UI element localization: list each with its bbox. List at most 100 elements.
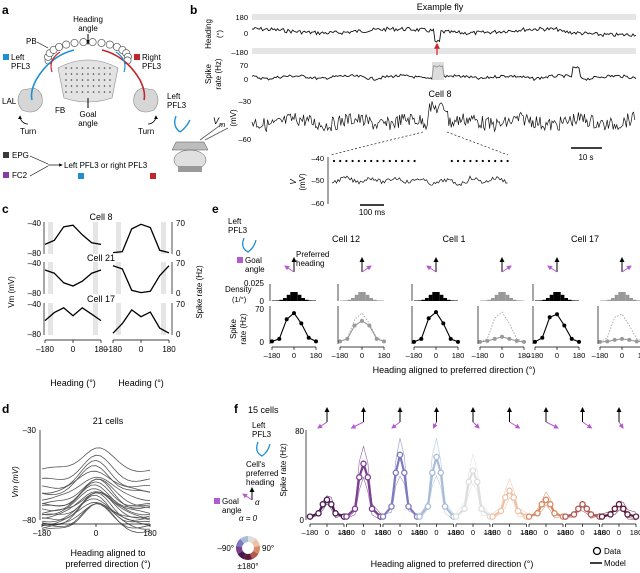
f-data-point bbox=[506, 487, 513, 495]
inset-spike-raster bbox=[332, 159, 509, 163]
c-shade-left bbox=[116, 303, 121, 335]
fly-left-label: Left bbox=[167, 92, 181, 101]
right-pfl3-swatch bbox=[134, 54, 140, 60]
f-alpha-zero: α = 0 bbox=[239, 514, 258, 523]
e-rate-point bbox=[434, 310, 438, 315]
e-rate-point bbox=[547, 315, 552, 320]
zoom-line-left bbox=[329, 131, 424, 156]
e-rate-point bbox=[562, 323, 567, 328]
fly-neuron bbox=[173, 115, 191, 133]
right-pfl3-label-2: PFL3 bbox=[142, 62, 162, 71]
f-cell-trace bbox=[419, 438, 454, 518]
heading-tick-neg180: –180 bbox=[231, 48, 248, 57]
f-x-tick-label: 180 bbox=[447, 528, 460, 537]
f-fly-label-2: PFL3 bbox=[252, 430, 272, 439]
e-density-bar bbox=[607, 299, 611, 301]
f-data-point bbox=[547, 501, 554, 508]
f-x-tick-label: 0 bbox=[471, 528, 475, 537]
e-density-bar bbox=[535, 300, 539, 301]
f-data-point bbox=[452, 513, 460, 520]
f-data-point bbox=[315, 510, 322, 517]
inset-vm-label: V bbox=[289, 179, 298, 185]
e-x-tick-label: 0 bbox=[292, 351, 296, 360]
f-x-tick-label: –180 bbox=[521, 528, 538, 537]
f-data-point bbox=[474, 478, 481, 486]
e-density-bar bbox=[498, 292, 502, 301]
f-goal-arrow bbox=[472, 421, 480, 429]
inset-spike-dot bbox=[376, 159, 379, 163]
e-density-bar bbox=[516, 300, 521, 301]
c-rate-tick-top: 70 bbox=[176, 259, 185, 268]
c-curve-rate bbox=[112, 265, 170, 294]
e-density-bar bbox=[538, 300, 543, 301]
panel-d: d 21 cells Vm (mV) Heading aligned to pr… bbox=[2, 402, 157, 569]
e-rate-point bbox=[634, 339, 639, 344]
e-density-bar bbox=[553, 292, 557, 301]
right-pfl3-branch bbox=[50, 51, 61, 73]
c-vm-tick-bottom: –80 bbox=[28, 330, 42, 339]
d-x-tick-label: 180 bbox=[143, 529, 157, 538]
inset-spike-dot bbox=[351, 159, 354, 163]
pb-glomerulus bbox=[79, 38, 88, 47]
fb-dot bbox=[76, 91, 78, 93]
c-x-tick-label: –180 bbox=[104, 345, 122, 354]
f-data-point bbox=[356, 474, 363, 481]
fb-dot bbox=[76, 67, 78, 69]
f-data-point bbox=[538, 501, 546, 508]
c-vm-tick-top: –40 bbox=[28, 300, 42, 309]
f-title: 15 cells bbox=[248, 405, 279, 415]
fb-dot bbox=[87, 79, 89, 81]
f-data-point bbox=[534, 510, 541, 517]
f-legend-data-marker bbox=[592, 546, 602, 556]
inset-spike-dot bbox=[475, 159, 478, 163]
example-fly-title: Example fly bbox=[417, 2, 464, 12]
f-color-wheel bbox=[236, 536, 260, 560]
f-data-point bbox=[405, 503, 412, 510]
f-data-point bbox=[514, 507, 522, 515]
e-density-bar bbox=[275, 300, 280, 301]
fb-dot bbox=[103, 73, 106, 75]
d-cell-curve bbox=[41, 470, 151, 494]
c-rate-tick-top: 70 bbox=[176, 219, 185, 228]
c-shade-right bbox=[93, 303, 98, 335]
fb-dot bbox=[92, 73, 95, 75]
e-density-bar bbox=[546, 298, 550, 301]
e-x-tick-label: 180 bbox=[518, 351, 531, 360]
e-density-bar bbox=[549, 294, 554, 301]
e-rate-point bbox=[569, 336, 574, 341]
e-x-tick-label: 0 bbox=[620, 351, 624, 360]
c-shade-right bbox=[161, 222, 166, 254]
spike-tick-70: 70 bbox=[240, 61, 248, 70]
inset-tick-60: –60 bbox=[311, 199, 324, 208]
f-wheel-right: 90° bbox=[262, 544, 274, 553]
c-ylabel-right: Spike rate (Hz) bbox=[195, 265, 204, 319]
e-density-bar bbox=[491, 298, 495, 301]
f-xlabel: Heading aligned to preferred direction (… bbox=[371, 559, 534, 569]
rig-icon bbox=[171, 123, 229, 172]
f-data-point bbox=[579, 501, 586, 508]
f-data-point bbox=[624, 511, 631, 518]
f-ylabel: Spike rate (Hz) bbox=[279, 443, 288, 497]
e-cell-label: Cell 12 bbox=[332, 234, 360, 244]
e-density-bar bbox=[611, 298, 615, 301]
e-density-bar bbox=[362, 292, 366, 301]
fb-dot bbox=[98, 73, 100, 75]
e-density-bar bbox=[439, 294, 444, 301]
e-density-bar bbox=[312, 300, 316, 301]
inset-spike-dot bbox=[401, 159, 404, 163]
f-x-tick-label: 0 bbox=[325, 528, 329, 537]
fb-dot bbox=[65, 85, 67, 87]
pb-glomerulus bbox=[62, 40, 71, 49]
panel-a: a Heading angle PB Left PFL3 Right PFL3 … bbox=[2, 3, 162, 180]
pb-beads bbox=[44, 38, 132, 65]
e-density-bar bbox=[509, 298, 513, 301]
e-rate-point bbox=[292, 311, 296, 316]
f-wheel-segment bbox=[251, 538, 260, 547]
f-alpha: α bbox=[255, 498, 260, 507]
e-x-tick-label: –180 bbox=[264, 351, 281, 360]
e-rate-point bbox=[533, 339, 537, 344]
f-x-tick-label: 180 bbox=[411, 528, 424, 537]
f-data-point bbox=[632, 513, 640, 520]
e-density-bar bbox=[425, 298, 429, 301]
e-density-bar bbox=[443, 298, 447, 301]
